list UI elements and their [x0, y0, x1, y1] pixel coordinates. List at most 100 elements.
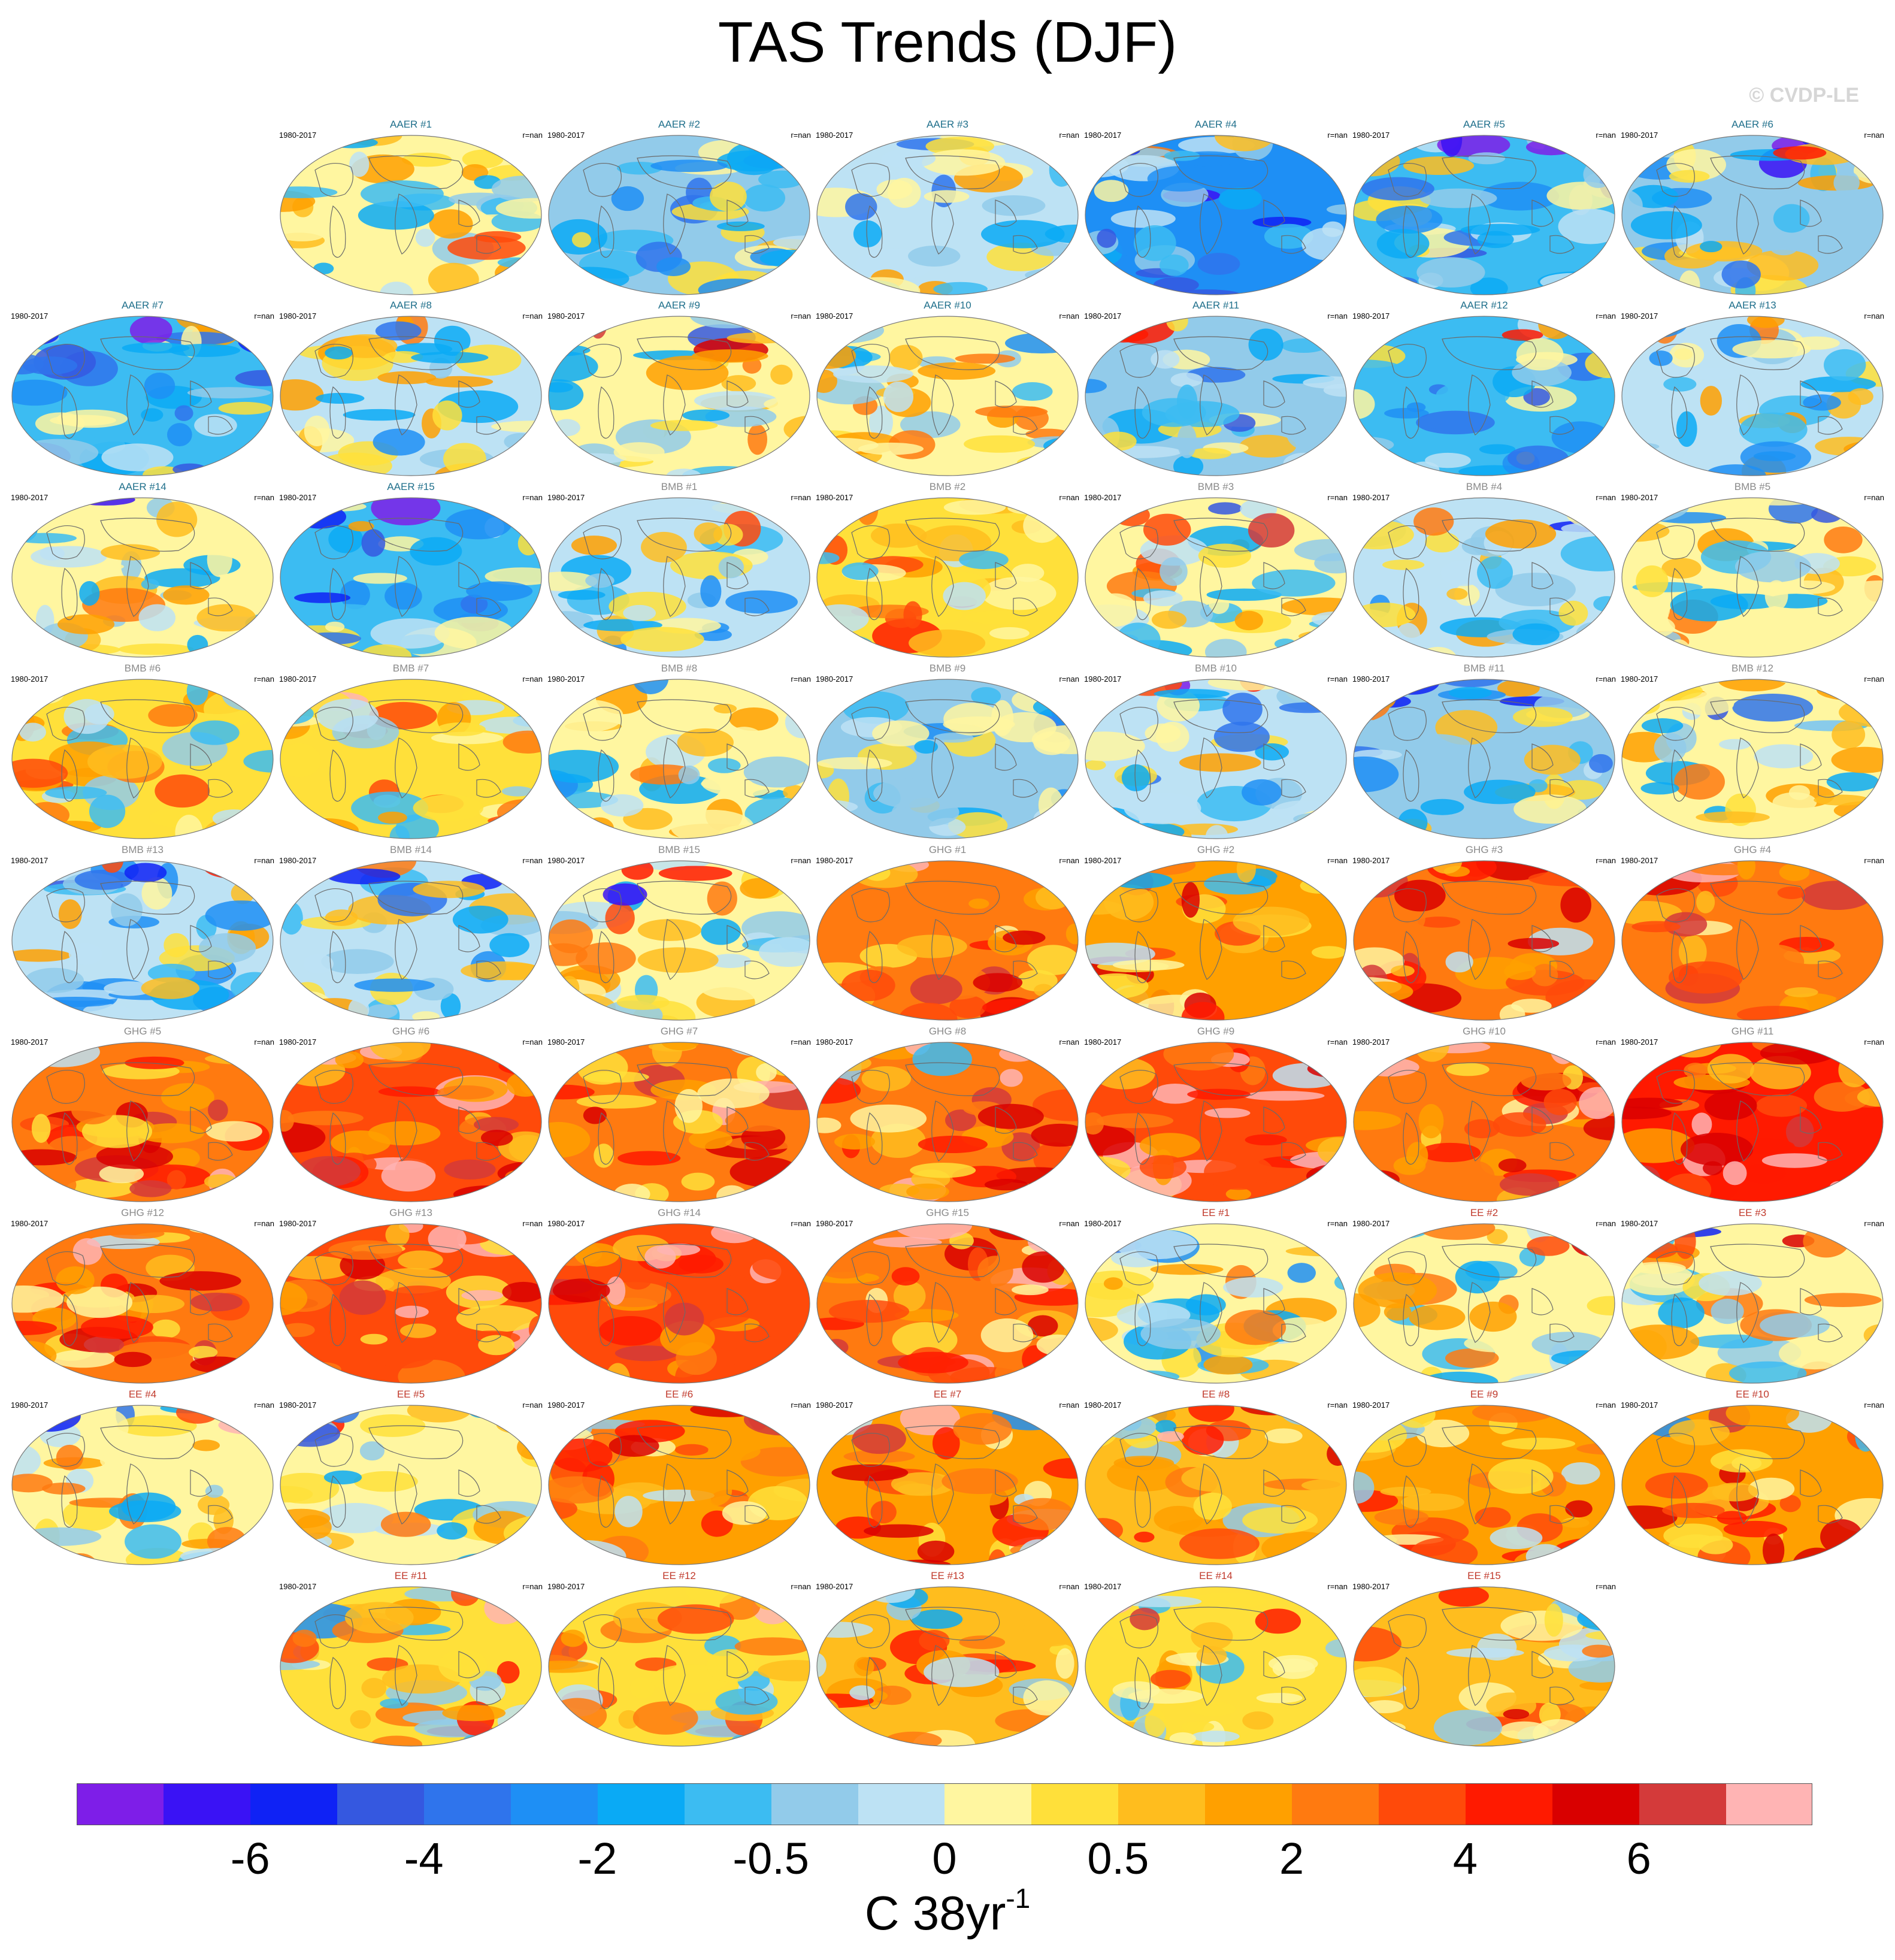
- panel-correlation: r=nan: [791, 1219, 811, 1228]
- panel-title: EE #15: [1467, 1570, 1501, 1581]
- world-map: [1085, 497, 1347, 658]
- panel-title: GHG #1: [928, 844, 967, 855]
- world-map: [1085, 316, 1347, 476]
- panel-period: 1980-2017: [547, 1219, 585, 1228]
- map-panel: EE #12 1980-2017 r=nan: [547, 1570, 811, 1750]
- panel-correlation: r=nan: [522, 674, 543, 683]
- world-map: [816, 679, 1079, 839]
- world-map: [1621, 135, 1884, 295]
- map-panel: GHG #8 1980-2017 r=nan: [816, 1026, 1079, 1205]
- world-map: [1621, 316, 1884, 476]
- map-panel: EE #8 1980-2017 r=nan: [1084, 1389, 1348, 1568]
- colorbar-swatch: [945, 1783, 1032, 1825]
- panel-correlation: r=nan: [1327, 311, 1348, 320]
- panel-title: BMB #9: [929, 663, 966, 674]
- map-panel: GHG #6 1980-2017 r=nan: [279, 1026, 543, 1205]
- panel-period: 1980-2017: [816, 674, 853, 683]
- panel-period: 1980-2017: [1084, 674, 1122, 683]
- panel-period: 1980-2017: [1621, 856, 1658, 865]
- map-panel: AAER #2 1980-2017 r=nan: [547, 119, 811, 298]
- map-panel: EE #2 1980-2017 r=nan: [1352, 1207, 1616, 1387]
- world-map: [1621, 497, 1884, 658]
- world-map: [1621, 1042, 1884, 1202]
- panel-title: EE #12: [662, 1570, 696, 1581]
- panel-period: 1980-2017: [547, 1038, 585, 1046]
- map-panel: EE #13 1980-2017 r=nan: [816, 1570, 1079, 1750]
- world-map: [548, 679, 810, 839]
- colorbar-tick-label: -6: [230, 1834, 270, 1883]
- panel-correlation: r=nan: [791, 1582, 811, 1591]
- panel-title: GHG #3: [1465, 844, 1503, 855]
- colorbar-swatch: [1118, 1783, 1206, 1825]
- panel-correlation: r=nan: [1059, 1219, 1079, 1228]
- world-map: [280, 1042, 542, 1202]
- panel-period: 1980-2017: [1352, 1582, 1390, 1591]
- world-map: [548, 1223, 810, 1384]
- panel-correlation: r=nan: [1864, 1219, 1884, 1228]
- panel-title: EE #2: [1470, 1207, 1499, 1218]
- map-panel: EE #11 1980-2017 r=nan: [279, 1570, 543, 1750]
- panel-title: AAER #2: [658, 119, 700, 130]
- panel-correlation: r=nan: [522, 493, 543, 502]
- map-panel: GHG #4 1980-2017 r=nan: [1621, 844, 1884, 1024]
- panel-correlation: r=nan: [1327, 856, 1348, 865]
- panel-title: GHG #7: [660, 1026, 698, 1037]
- colorbar-tick-label: 0.5: [1087, 1834, 1149, 1883]
- panel-correlation: r=nan: [1596, 311, 1616, 320]
- map-panel: GHG #3 1980-2017 r=nan: [1352, 844, 1616, 1024]
- panel-correlation: r=nan: [1327, 493, 1348, 502]
- copyright-watermark: © CVDP-LE: [1749, 84, 1859, 107]
- panel-title: BMB #3: [1197, 481, 1234, 492]
- panel-title: GHG #9: [1197, 1026, 1235, 1037]
- panel-correlation: r=nan: [1864, 1038, 1884, 1046]
- world-map: [1085, 1405, 1347, 1565]
- map-panel: AAER #1 1980-2017 r=nan: [279, 119, 543, 298]
- panel-title: EE #14: [1199, 1570, 1233, 1581]
- panel-title: BMB #2: [929, 481, 966, 492]
- panel-title: BMB #1: [661, 481, 698, 492]
- world-map: [1085, 135, 1347, 295]
- panel-correlation: r=nan: [1059, 1401, 1079, 1409]
- panel-period: 1980-2017: [1352, 856, 1390, 865]
- colorbar-swatch: [1465, 1783, 1552, 1825]
- map-panel: GHG #11 1980-2017 r=nan: [1621, 1026, 1884, 1205]
- panel-title: BMB #14: [390, 844, 432, 855]
- panel-period: 1980-2017: [1084, 493, 1122, 502]
- panel-correlation: r=nan: [1327, 1582, 1348, 1591]
- panel-correlation: r=nan: [522, 131, 543, 140]
- map-panel: AAER #7 1980-2017 r=nan: [11, 300, 274, 479]
- panel-correlation: r=nan: [254, 493, 274, 502]
- world-map: [548, 135, 810, 295]
- colorbar-swatch: [1378, 1783, 1466, 1825]
- world-map: [816, 135, 1079, 295]
- panel-correlation: r=nan: [254, 856, 274, 865]
- world-map: [280, 1223, 542, 1384]
- colorbar-swatch: [1726, 1783, 1813, 1825]
- map-panel: GHG #2 1980-2017 r=nan: [1084, 844, 1348, 1024]
- world-map: [280, 1586, 542, 1747]
- panel-correlation: r=nan: [791, 1038, 811, 1046]
- world-map: [816, 1042, 1079, 1202]
- panel-title: AAER #12: [1460, 300, 1508, 311]
- panel-period: 1980-2017: [279, 1401, 317, 1409]
- panel-title: EE #4: [128, 1389, 157, 1400]
- panel-period: 1980-2017: [279, 1038, 317, 1046]
- map-panel: EE #1 1980-2017 r=nan: [1084, 1207, 1348, 1387]
- panel-period: 1980-2017: [1084, 856, 1122, 865]
- panel-period: 1980-2017: [1352, 1219, 1390, 1228]
- map-panel: EE #3 1980-2017 r=nan: [1621, 1207, 1884, 1387]
- panel-title: AAER #4: [1195, 119, 1237, 130]
- colorbar-swatch: [250, 1783, 338, 1825]
- panel-correlation: r=nan: [1059, 493, 1079, 502]
- map-panel: BMB #3 1980-2017 r=nan: [1084, 481, 1348, 661]
- map-panel: EE #4 1980-2017 r=nan: [11, 1389, 274, 1568]
- panel-correlation: r=nan: [522, 1219, 543, 1228]
- panel-period: 1980-2017: [11, 1219, 49, 1228]
- world-map: [11, 1042, 274, 1202]
- world-map: [816, 316, 1079, 476]
- panel-correlation: r=nan: [791, 856, 811, 865]
- panel-title: AAER #7: [122, 300, 164, 311]
- world-map: [1353, 1586, 1615, 1747]
- world-map: [548, 1405, 810, 1565]
- panel-correlation: r=nan: [1327, 1401, 1348, 1409]
